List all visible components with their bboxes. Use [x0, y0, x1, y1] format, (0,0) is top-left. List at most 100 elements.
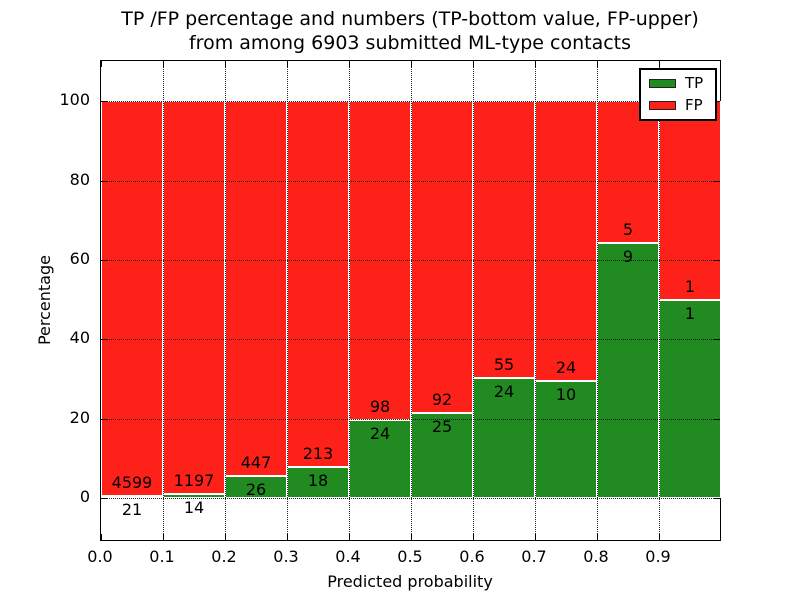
gridline-horizontal [101, 498, 720, 500]
legend-swatch-tp [649, 79, 676, 88]
x-axis-tick [162, 534, 164, 540]
x-axis-tick-top [472, 61, 474, 67]
x-axis-tick-top [162, 61, 164, 67]
bar-segment-fp [225, 101, 287, 477]
bar-segment-tp [287, 467, 349, 499]
bar-segment-fp [287, 101, 349, 468]
x-axis-tick-top [534, 61, 536, 67]
bar-segment-fp [597, 101, 659, 243]
chart-title: TP /FP percentage and numbers (TP-bottom… [90, 7, 730, 55]
x-tick-label: 0.9 [645, 547, 671, 566]
x-axis-tick [534, 534, 536, 540]
legend-label-fp: FP [685, 96, 703, 114]
bar-count-label-tp: 26 [245, 480, 267, 500]
bar-count-label-fp: 1 [684, 276, 696, 296]
bar-count-label-tp: 25 [431, 417, 453, 437]
bar-segment-fp [101, 101, 163, 497]
x-axis-tick-top [658, 61, 660, 67]
x-tick-label: 0.6 [459, 547, 485, 566]
gridline-vertical [658, 61, 660, 540]
x-tick-label: 0.2 [211, 547, 237, 566]
gridline-vertical [410, 61, 412, 540]
y-axis-tick-right [714, 259, 720, 261]
bar-count-label-fp: 213 [302, 444, 334, 464]
x-tick-label: 0.8 [583, 547, 609, 566]
x-axis-label: Predicted probability [327, 572, 493, 591]
bar-segment-tp [473, 377, 535, 499]
y-axis-tick [101, 259, 107, 261]
y-axis-tick-right [714, 498, 720, 500]
x-tick-label: 0.1 [149, 547, 175, 566]
y-tick-label: 0 [79, 487, 90, 507]
y-axis-tick [101, 180, 107, 182]
y-axis-tick-right [714, 101, 720, 103]
bar-segment-tp [535, 381, 597, 499]
y-tick-label: 60 [69, 248, 90, 268]
bar-count-label-fp: 98 [369, 397, 391, 417]
bar-count-label-tp: 21 [121, 500, 143, 520]
bar-count-label-fp: 1197 [173, 470, 215, 490]
plot-area: 4599 21 1197 14 447 26 213 18 98 24 92 25 55 24 24 10 5 9… [100, 60, 721, 541]
y-tick-label: 80 [69, 169, 90, 189]
bar-segment-tp [597, 242, 659, 499]
bar-count-label-fp: 24 [555, 358, 577, 378]
bar-count-label-tp: 24 [369, 424, 391, 444]
bar-segment-tp [411, 413, 473, 499]
bar-segment-fp [163, 101, 225, 494]
bar-count-label-tp: 9 [622, 246, 634, 266]
x-axis-tick [596, 534, 598, 540]
y-axis-tick [101, 101, 107, 103]
x-axis-tick-top [596, 61, 598, 67]
bar-count-label-fp: 447 [240, 453, 272, 473]
bar-segment-fp [411, 101, 473, 414]
bar-count-label-tp: 10 [555, 385, 577, 405]
gridline-horizontal [101, 101, 720, 103]
bar-count-label-tp: 1 [684, 303, 696, 323]
x-axis-tick [224, 534, 226, 540]
gridline-vertical [596, 61, 598, 540]
gridline-vertical [286, 61, 288, 540]
bar-segment-tp [659, 299, 721, 499]
gridline-vertical [534, 61, 536, 540]
x-axis-tick [658, 534, 660, 540]
bar-count-label-tp: 18 [307, 471, 329, 491]
x-axis-tick-top [410, 61, 412, 67]
gridline-horizontal [101, 418, 720, 420]
x-tick-label: 0.3 [273, 547, 299, 566]
x-axis-tick-top [348, 61, 350, 67]
bar-count-label-fp: 4599 [111, 473, 153, 493]
x-axis-tick [472, 534, 474, 540]
bar-count-label-tp: 14 [183, 497, 205, 517]
x-axis-tick-top [224, 61, 226, 67]
gridline-vertical [224, 61, 226, 540]
gridline-vertical [472, 61, 474, 540]
gridline-horizontal [101, 180, 720, 182]
legend-swatch-fp [649, 101, 676, 110]
y-axis-tick-right [714, 180, 720, 182]
bar-count-label-fp: 55 [493, 354, 515, 374]
x-axis-tick [101, 534, 102, 540]
x-axis-tick-top [286, 61, 288, 67]
y-tick-label: 40 [69, 328, 90, 348]
y-axis-tick [101, 339, 107, 341]
y-axis-tick [101, 498, 107, 500]
bar-segment-fp [659, 101, 721, 300]
gridline-horizontal [101, 339, 720, 341]
legend-label-tp: TP [685, 74, 704, 92]
legend-entry: FP [649, 98, 706, 113]
y-tick-label: 20 [69, 407, 90, 427]
gridline-horizontal [101, 259, 720, 261]
x-tick-label: 0.7 [521, 547, 547, 566]
legend-entry: TP [649, 76, 706, 91]
legend: TP FP [639, 68, 717, 121]
chart-title-line2: from among 6903 submitted ML-type contac… [188, 32, 632, 54]
x-axis-tick [410, 534, 412, 540]
y-axis-tick-right [714, 339, 720, 341]
x-tick-label: 0.4 [335, 547, 361, 566]
gridline-vertical [162, 61, 164, 540]
y-axis-label: Percentage [35, 255, 54, 346]
x-tick-label: 0.5 [397, 547, 423, 566]
x-tick-label: 0.0 [87, 547, 113, 566]
y-axis-tick [101, 418, 107, 420]
